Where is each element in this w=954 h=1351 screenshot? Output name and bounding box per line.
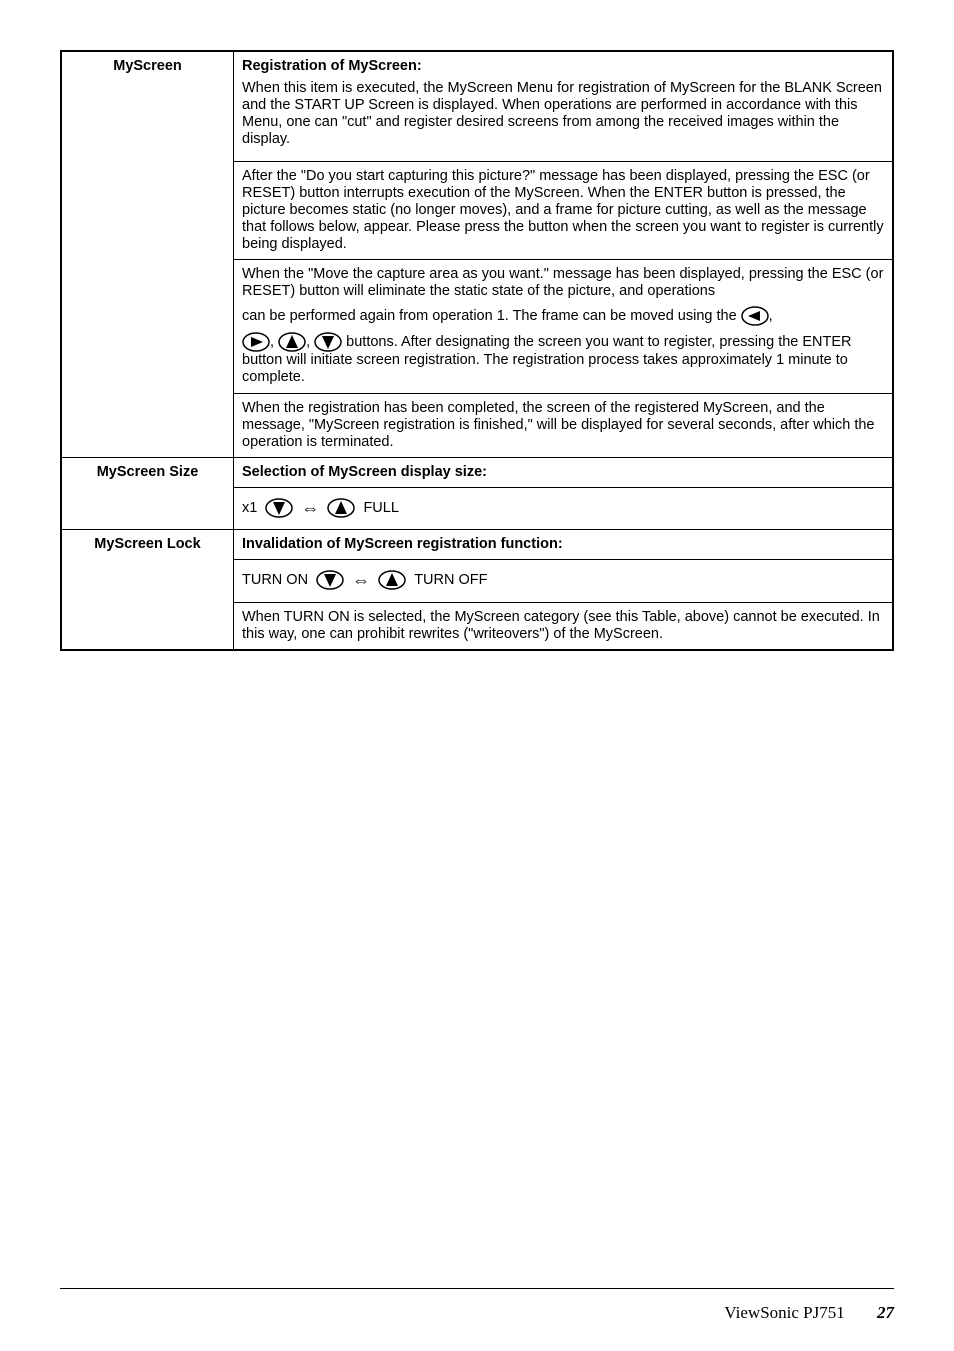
up-arrow-icon xyxy=(327,498,355,518)
up-arrow-icon xyxy=(378,570,406,590)
myscreen-cell-2: After the "Do you start capturing this p… xyxy=(234,161,894,260)
down-arrow-icon xyxy=(316,570,344,590)
myscreen-p4: When the registration has been completed… xyxy=(242,400,884,451)
myscreen-cell-3: When the "Move the capture area as you w… xyxy=(234,260,894,393)
down-arrow-icon xyxy=(314,332,342,352)
lock-note-cell: When TURN ON is selected, the MyScreen c… xyxy=(234,602,894,650)
footer-product: ViewSonic PJ751 xyxy=(724,1303,844,1322)
size-line-cell: x1 ⇔ FULL xyxy=(234,487,894,529)
up-arrow-icon xyxy=(278,332,306,352)
right-arrow-icon xyxy=(242,332,270,352)
myscreen-buttons-line: , , buttons. After designating the scree… xyxy=(242,332,884,386)
size-heading-cell: Selection of MyScreen display size: xyxy=(234,457,894,487)
size-left: x1 xyxy=(242,500,257,516)
size-heading: Selection of MyScreen display size: xyxy=(242,464,487,480)
row-label-myscreen-lock: MyScreen Lock xyxy=(61,530,234,650)
frame-prefix: can be performed again from operation 1.… xyxy=(242,308,741,324)
lock-left: TURN ON xyxy=(242,572,308,588)
myscreen-cell-4: When the registration has been completed… xyxy=(234,393,894,457)
lock-note: When TURN ON is selected, the MyScreen c… xyxy=(242,609,884,643)
myscreen-p1: When this item is executed, the MyScreen… xyxy=(242,80,884,148)
left-arrow-icon xyxy=(741,306,769,326)
page-footer: ViewSonic PJ751 27 xyxy=(724,1303,894,1323)
myscreen-cell-1: Registration of MyScreen: When this item… xyxy=(234,51,894,161)
myscreen-heading: Registration of MyScreen: xyxy=(242,58,884,75)
double-arrow-icon: ⇔ xyxy=(352,570,370,591)
myscreen-frame-line: can be performed again from operation 1.… xyxy=(242,306,884,326)
footer-page-number: 27 xyxy=(877,1303,894,1322)
row-label-myscreen-size: MyScreen Size xyxy=(61,457,234,529)
frame-suffix: , xyxy=(769,308,773,324)
myscreen-p3: When the "Move the capture area as you w… xyxy=(242,266,884,300)
lock-heading: Invalidation of MyScreen registration fu… xyxy=(242,536,563,552)
down-arrow-icon xyxy=(265,498,293,518)
lock-right: TURN OFF xyxy=(414,572,487,588)
footer-divider xyxy=(60,1288,894,1289)
lock-line-cell: TURN ON ⇔ TURN OFF xyxy=(234,560,894,602)
size-right: FULL xyxy=(363,500,398,516)
myscreen-p2: After the "Do you start capturing this p… xyxy=(242,168,884,254)
settings-table: MyScreen Registration of MyScreen: When … xyxy=(60,50,894,651)
lock-heading-cell: Invalidation of MyScreen registration fu… xyxy=(234,530,894,560)
double-arrow-icon: ⇔ xyxy=(301,498,319,519)
row-label-myscreen: MyScreen xyxy=(61,51,234,457)
